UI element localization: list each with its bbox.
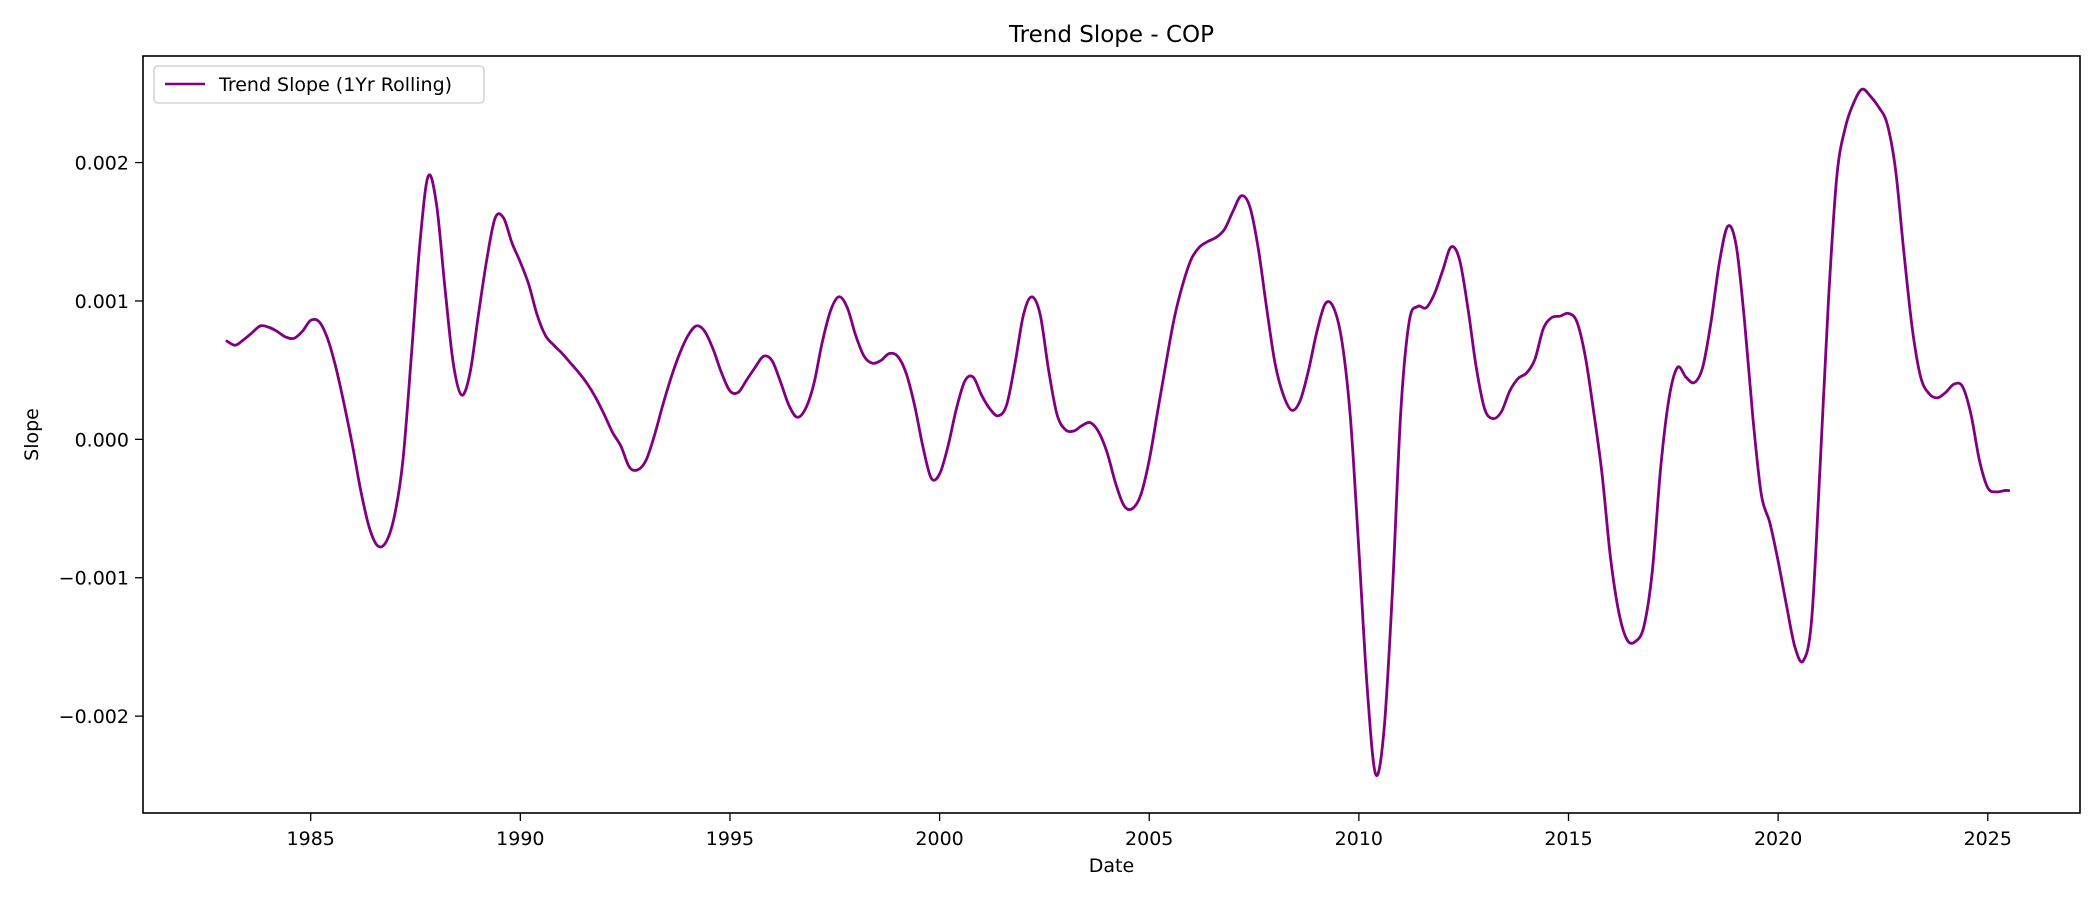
y-axis-ticks: −0.002 −0.001 0.000 0.001 0.002 [59,153,143,728]
x-tick-label: 2025 [1964,828,2012,850]
y-tick-label: −0.001 [59,568,129,590]
legend-entry-label: Trend Slope (1Yr Rolling) [218,74,452,96]
x-axis-title: Date [1089,855,1134,877]
x-axis-ticks: 1985 1990 1995 2000 2005 2010 2015 2020 2025 [287,813,2012,850]
y-tick-label: −0.002 [59,706,129,728]
x-tick-label: 2020 [1754,828,1802,850]
y-tick-label: 0.002 [75,153,129,175]
x-tick-label: 1995 [706,828,754,850]
plot-frame [142,55,2081,814]
x-tick-label: 2005 [1125,828,1173,850]
chart-title: Trend Slope - COP [1008,22,1214,48]
y-tick-label: 0.000 [75,429,129,451]
x-tick-label: 2010 [1335,828,1383,850]
x-tick-label: 2000 [915,828,963,850]
x-tick-label: 2015 [1544,828,1592,850]
legend-box [153,65,485,104]
y-tick-label: 0.001 [75,291,129,313]
y-axis-title: Slope [21,408,43,461]
series-line-0 [225,87,2011,777]
x-tick-label: 1990 [496,828,544,850]
legend: Trend Slope (1Yr Rolling) [153,65,485,104]
x-tick-label: 1985 [287,828,335,850]
plot-line-layer [225,87,2011,777]
